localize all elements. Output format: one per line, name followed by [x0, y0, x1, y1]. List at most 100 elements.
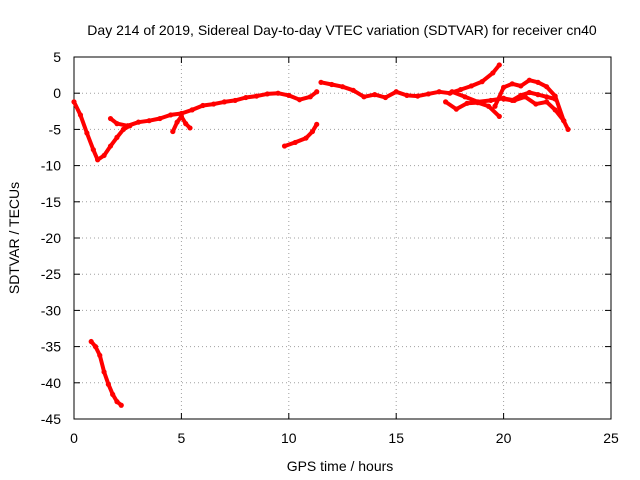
y-tick-label: -20: [41, 230, 61, 246]
data-point: [125, 123, 131, 129]
data-point: [211, 101, 217, 107]
data-point: [296, 97, 303, 103]
data-point: [146, 118, 152, 124]
data-point: [101, 152, 107, 159]
data-point: [200, 102, 206, 109]
y-tick-label: 0: [53, 85, 61, 101]
data-point: [110, 391, 116, 397]
data-point: [170, 128, 176, 135]
data-point: [84, 130, 90, 136]
data-point: [492, 103, 498, 109]
data-point: [232, 97, 238, 104]
data-point: [105, 381, 111, 387]
data-point: [509, 81, 515, 87]
data-point: [464, 100, 470, 106]
data-point: [552, 96, 558, 102]
data-point: [535, 79, 541, 85]
data-point: [189, 107, 195, 113]
data-point: [243, 94, 249, 101]
data-point: [415, 93, 421, 99]
series-layer: [71, 62, 571, 408]
data-point: [178, 113, 184, 119]
data-point: [292, 139, 298, 146]
data-point: [518, 83, 524, 89]
data-point: [518, 92, 524, 98]
data-point: [501, 84, 507, 91]
data-point: [264, 91, 270, 97]
data-point: [496, 113, 502, 119]
data-point: [350, 87, 356, 93]
data-point: [318, 79, 324, 85]
data-point: [462, 94, 468, 100]
tick-label-layer: 0 5 10 15 20 25 5 0 -5 -10 -15 -20 -25 -30 -35 -40 -45: [41, 49, 619, 446]
data-point: [329, 81, 335, 88]
y-tick-label: -45: [41, 411, 61, 427]
data-point: [382, 94, 389, 101]
y-tick-label: -5: [49, 121, 62, 137]
data-point: [393, 89, 399, 95]
data-point: [303, 135, 309, 141]
data-point: [526, 77, 532, 83]
x-tick-label: 20: [496, 430, 512, 446]
data-point: [101, 369, 107, 375]
y-tick-label: -10: [41, 158, 61, 174]
series-arc-1: [72, 99, 132, 162]
data-point: [120, 126, 127, 132]
data-point: [77, 112, 84, 118]
data-point: [449, 89, 455, 95]
data-point: [281, 143, 288, 149]
y-axis-label: SDTVAR / TECUs: [6, 182, 22, 294]
data-point: [543, 84, 550, 90]
tick-layer: [73, 56, 612, 420]
series-arc-5: [319, 63, 502, 100]
data-point: [543, 99, 550, 105]
data-point: [535, 92, 541, 98]
data-point: [485, 103, 492, 109]
grid-layer: [74, 57, 611, 419]
data-point: [488, 97, 494, 104]
data-point: [468, 83, 474, 89]
x-tick-label: 0: [70, 430, 78, 446]
series-arc-2: [108, 89, 319, 128]
data-point: [309, 128, 316, 135]
y-tick-label: -25: [41, 266, 61, 282]
data-point: [157, 115, 163, 122]
data-point: [71, 99, 77, 105]
data-point: [533, 101, 539, 107]
data-point: [496, 62, 502, 68]
data-point: [361, 94, 367, 100]
data-point: [458, 86, 464, 93]
data-point: [453, 106, 459, 112]
series-arc-4: [282, 122, 319, 149]
data-point: [168, 112, 174, 118]
x-tick-label: 10: [281, 430, 297, 446]
data-point: [543, 94, 550, 100]
data-point: [314, 121, 320, 127]
series-arc-6: [443, 99, 502, 119]
y-tick-label: -35: [41, 339, 61, 355]
data-point: [501, 96, 507, 102]
data-point: [90, 147, 96, 153]
y-tick-label: -40: [41, 375, 61, 391]
y-tick-label: 5: [53, 49, 61, 65]
data-point: [339, 84, 346, 90]
data-point: [92, 344, 99, 350]
data-point: [118, 402, 124, 408]
data-point: [561, 118, 567, 124]
data-point: [97, 352, 103, 358]
y-tick-label: -15: [41, 194, 61, 210]
data-point: [552, 107, 558, 113]
data-point: [307, 94, 313, 100]
data-point: [88, 338, 94, 345]
data-point: [221, 99, 227, 105]
data-point: [107, 115, 114, 122]
data-point: [114, 121, 120, 127]
data-point: [425, 91, 432, 97]
data-point: [475, 99, 481, 105]
data-point: [443, 99, 449, 105]
data-point: [565, 126, 571, 132]
data-point: [114, 134, 120, 140]
data-point: [187, 125, 193, 131]
series-arc-8: [493, 78, 570, 132]
